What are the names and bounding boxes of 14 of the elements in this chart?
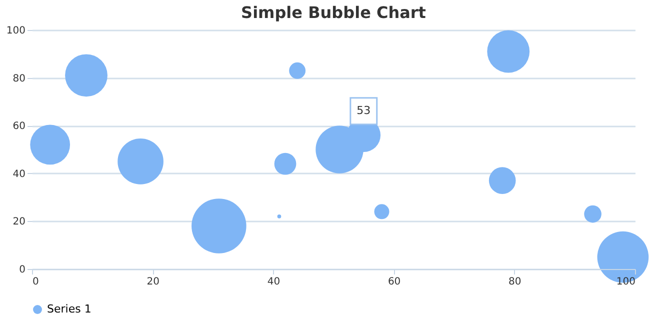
chart-title: Simple Bubble Chart — [241, 3, 426, 22]
y-tick-label: 20 — [12, 216, 26, 228]
x-tick-label: 0 — [32, 276, 39, 288]
annotation: 53 — [356, 104, 371, 118]
y-tick-label: 80 — [12, 73, 26, 84]
x-tick-label: 40 — [267, 276, 280, 288]
legend-label: Series 1 — [47, 302, 92, 316]
y-tick-label: 60 — [12, 121, 26, 132]
x-tick-label: 20 — [146, 276, 160, 288]
y-tick-label: 0 — [19, 264, 26, 276]
x-tick-label: 80 — [508, 276, 522, 288]
x-tick-label: 60 — [388, 276, 401, 288]
y-tick-label: 100 — [6, 26, 26, 36]
y-tick-label: 40 — [12, 168, 26, 180]
